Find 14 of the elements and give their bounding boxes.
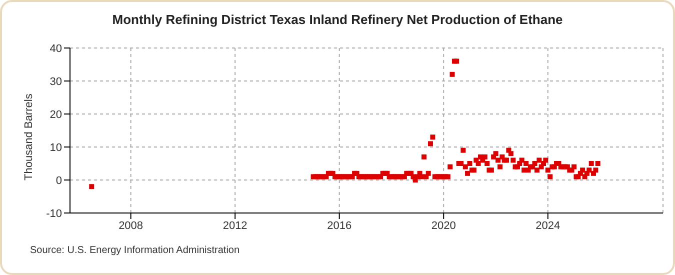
y-tick-label: 40 — [50, 42, 62, 55]
source-note: Source: U.S. Energy Information Administration — [30, 245, 240, 256]
y-tick-label: 30 — [50, 76, 62, 88]
y-tick-label: 10 — [50, 142, 62, 154]
chart-title: Monthly Refining District Texas Inland Refinery Net Production of Ethane — [111, 12, 564, 27]
x-tick-label: 2020 — [431, 220, 456, 232]
x-tick-label: 2008 — [118, 220, 144, 232]
y-tick-label: 20 — [50, 108, 62, 121]
x-tick-label: 2024 — [536, 220, 560, 232]
x-tick-label: 2012 — [222, 220, 248, 232]
y-axis-title: Thousand Barrels — [22, 93, 35, 180]
y-tick-label: -10 — [46, 208, 62, 220]
y-tick-label: 0 — [56, 174, 62, 187]
x-tick-label: 2016 — [327, 220, 352, 232]
